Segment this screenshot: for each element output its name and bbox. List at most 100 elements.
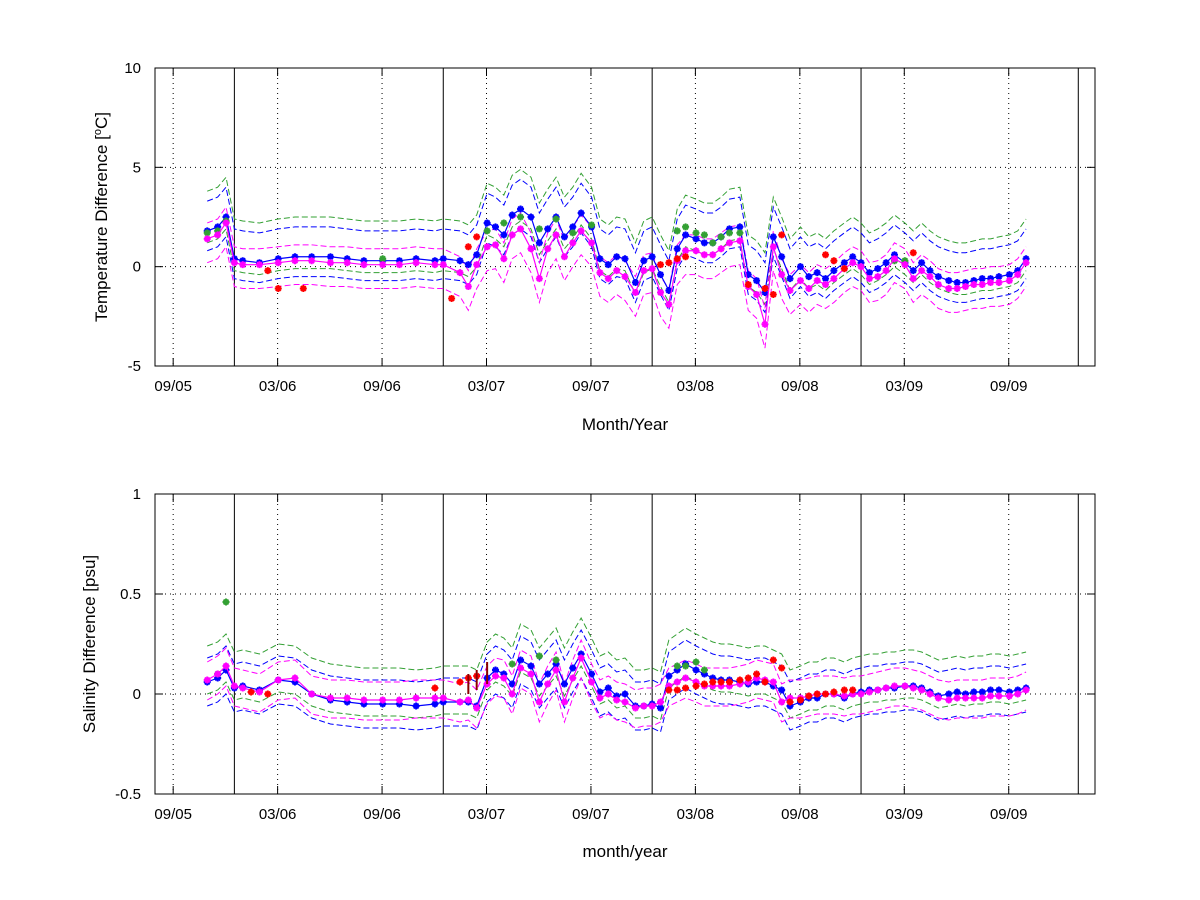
temperature-point-blue-48 <box>725 225 733 233</box>
temperature-point-magenta-77 <box>978 281 986 289</box>
salinity-series-red <box>247 656 857 706</box>
salinity-point-magenta-13 <box>395 696 403 704</box>
temperature-x-tick-label-2: 09/06 <box>363 378 401 395</box>
salinity-point-magenta-51 <box>753 674 761 682</box>
salinity-point-magenta-71 <box>926 690 934 698</box>
temperature-point-magenta-17 <box>456 269 464 277</box>
temperature-x-tick-label-5: 03/08 <box>677 378 715 395</box>
salinity-point-red-7 <box>673 686 681 694</box>
temperature-point-magenta-28 <box>552 231 560 239</box>
temperature-x-tick-label-4: 09/07 <box>572 378 610 395</box>
salinity-ticks: 09/05 03/06 09/06 03/07 09/07 03/08 09/08 03/09… <box>115 486 1095 823</box>
salinity-point-magenta-8 <box>308 690 316 698</box>
temperature-point-magenta-36 <box>621 273 629 281</box>
salinity-y-axis-label: Salinity Difference [psu] <box>80 555 99 733</box>
salinity-point-magenta-55 <box>786 694 794 702</box>
temperature-point-blue-42 <box>673 245 681 253</box>
salinity-point-green-4 <box>552 656 560 664</box>
salinity-point-red-24 <box>822 690 830 698</box>
salinity-point-blue-53 <box>769 682 777 690</box>
temperature-point-magenta-47 <box>717 245 725 253</box>
salinity-point-magenta-2 <box>222 662 230 670</box>
temperature-envelope-lower-green <box>207 220 1027 306</box>
temperature-point-green-9 <box>569 229 577 237</box>
salinity-point-magenta-27 <box>544 680 552 688</box>
salinity-point-red-22 <box>805 692 813 700</box>
temperature-point-green-15 <box>709 239 717 247</box>
salinity-point-blue-55 <box>786 702 794 710</box>
salinity-point-magenta-63 <box>857 690 865 698</box>
temperature-point-blue-23 <box>508 211 516 219</box>
salinity-point-blue-11 <box>360 700 368 708</box>
temperature-point-blue-15 <box>431 257 439 265</box>
salinity-y-tick-label-0: -0.5 <box>115 786 141 803</box>
salinity-x-tick-label-8: 09/09 <box>990 806 1028 823</box>
temperature-point-blue-67 <box>890 251 898 259</box>
temperature-point-magenta-23 <box>508 231 516 239</box>
salinity-point-blue-12 <box>379 700 387 708</box>
salinity-point-blue-10 <box>343 698 351 706</box>
salinity-point-magenta-66 <box>882 684 890 692</box>
temperature-point-magenta-60 <box>830 275 838 283</box>
salinity-point-magenta-5 <box>255 688 263 696</box>
salinity-point-red-1 <box>264 690 272 698</box>
temperature-point-green-18 <box>736 229 744 237</box>
salinity-point-blue-16 <box>439 698 447 706</box>
temperature-point-magenta-65 <box>874 273 882 281</box>
salinity-x-tick-label-5: 03/08 <box>677 806 715 823</box>
salinity-point-blue-77 <box>978 688 986 696</box>
salinity-point-magenta-39 <box>648 702 656 710</box>
salinity-point-blue-78 <box>987 686 995 694</box>
temperature-point-green-1 <box>214 227 222 235</box>
salinity-point-blue-45 <box>700 670 708 678</box>
salinity-series-magenta <box>203 654 1030 712</box>
salinity-point-magenta-65 <box>874 686 882 694</box>
temperature-point-magenta-52 <box>761 320 769 328</box>
temperature-point-blue-51 <box>753 277 761 285</box>
temperature-y-tick-label-1: 0 <box>133 259 141 276</box>
temperature-point-blue-35 <box>613 253 621 261</box>
salinity-y-tick-label-1: 0 <box>133 686 141 703</box>
temperature-point-blue-19 <box>473 251 481 259</box>
salinity-point-magenta-6 <box>274 676 282 684</box>
temperature-point-blue-76 <box>970 277 978 285</box>
temperature-point-magenta-62 <box>849 259 857 267</box>
temperature-point-magenta-33 <box>596 269 604 277</box>
temperature-point-magenta-64 <box>865 275 873 283</box>
temperature-point-blue-2 <box>222 213 230 221</box>
temperature-point-blue-65 <box>874 265 882 273</box>
temperature-point-magenta-67 <box>890 255 898 263</box>
temperature-point-magenta-10 <box>343 259 351 267</box>
salinity-point-magenta-32 <box>588 678 596 686</box>
salinity-point-blue-2 <box>222 666 230 674</box>
salinity-point-green-2 <box>508 660 516 668</box>
temperature-series <box>203 205 1030 328</box>
salinity-x-tick-label-0: 09/05 <box>154 806 192 823</box>
temperature-point-magenta-26 <box>535 275 543 283</box>
salinity-point-magenta-16 <box>439 694 447 702</box>
salinity-point-red-18 <box>769 656 777 664</box>
temperature-point-green-3 <box>379 255 387 263</box>
temperature-point-red-1 <box>274 285 282 293</box>
temperature-point-green-0 <box>203 229 211 237</box>
salinity-point-blue-24 <box>517 656 525 664</box>
temperature-point-magenta-63 <box>857 263 865 271</box>
salinity-envelope-lower-magenta <box>206 676 1027 729</box>
temperature-point-magenta-69 <box>909 275 917 283</box>
salinity-point-blue-25 <box>527 662 535 670</box>
temperature-point-red-11 <box>761 285 769 293</box>
salinity-point-magenta-33 <box>596 694 604 702</box>
salinity-point-magenta-0 <box>203 676 211 684</box>
temperature-point-blue-30 <box>569 223 577 231</box>
temperature-point-magenta-68 <box>901 261 909 269</box>
temperature-point-blue-10 <box>343 255 351 263</box>
temperature-point-red-14 <box>822 251 830 259</box>
temperature-point-magenta-0 <box>203 235 211 243</box>
salinity-point-magenta-73 <box>945 696 953 704</box>
salinity-point-magenta-25 <box>527 670 535 678</box>
temperature-point-blue-53 <box>769 233 777 241</box>
temperature-panel: 09/05 03/06 09/06 03/07 09/07 03/08 09/08 03/09… <box>92 60 1096 434</box>
temperature-point-magenta-34 <box>604 275 612 283</box>
salinity-point-magenta-44 <box>692 678 700 686</box>
